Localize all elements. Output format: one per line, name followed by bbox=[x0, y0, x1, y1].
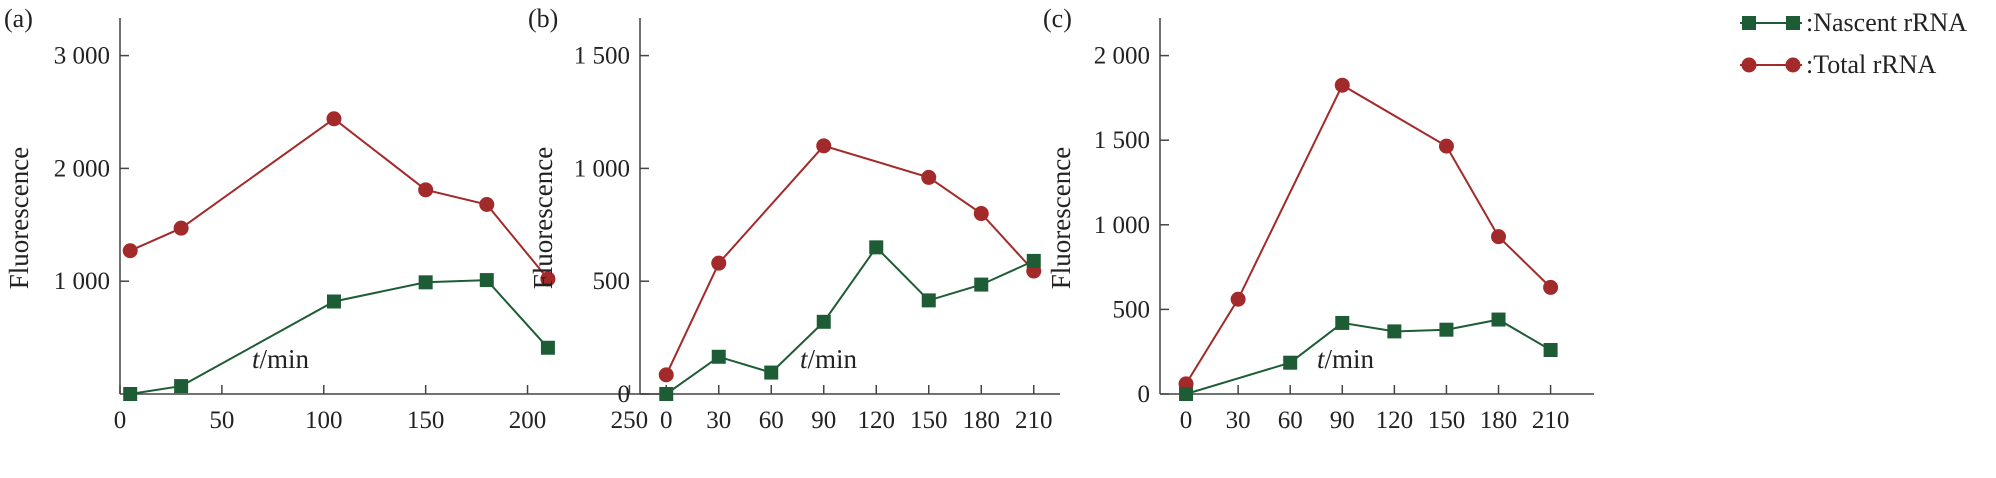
x-tick-label-b: 210 bbox=[1015, 407, 1053, 434]
data-point-total-a bbox=[326, 111, 342, 127]
x-tick-label-c: 0 bbox=[1180, 407, 1193, 434]
x-tick-label-c: 210 bbox=[1532, 407, 1570, 434]
data-point-nascent-a bbox=[174, 379, 189, 394]
data-point-total-a bbox=[173, 220, 189, 236]
x-tick-label-c: 90 bbox=[1330, 407, 1355, 434]
data-point-total-a bbox=[418, 182, 434, 198]
x-tick-label-b: 150 bbox=[910, 407, 948, 434]
data-point-nascent-c bbox=[1283, 355, 1298, 370]
y-tick-label-c: 1 000 bbox=[1094, 212, 1150, 239]
chart-panel-c: 0 500 1 000 1 500 2 000 0 30 60 90 120 150 180 210 bbox=[1094, 18, 1594, 434]
legend-item-total: :Total rRNA bbox=[1740, 44, 1967, 86]
data-point-nascent-c bbox=[1335, 315, 1350, 330]
series-line-total-c bbox=[1185, 83, 1552, 385]
y-tick-label-a: 1 000 bbox=[54, 268, 110, 295]
data-point-total-b bbox=[658, 367, 674, 383]
x-tick-label-b: 60 bbox=[759, 407, 784, 434]
series-line-total-a bbox=[129, 117, 549, 280]
data-point-nascent-b bbox=[816, 314, 831, 329]
x-tick-label-c: 30 bbox=[1226, 407, 1251, 434]
x-tick-label-b: 30 bbox=[706, 407, 731, 434]
data-point-nascent-b bbox=[764, 365, 779, 380]
x-tick-label-a: 50 bbox=[209, 407, 234, 434]
data-point-nascent-c bbox=[1387, 324, 1402, 339]
data-point-total-b bbox=[711, 255, 727, 271]
x-tick-label-c: 120 bbox=[1376, 407, 1414, 434]
data-point-total-b bbox=[973, 206, 989, 222]
x-tick-label-a: 250 bbox=[611, 407, 649, 434]
data-point-nascent-c bbox=[1179, 387, 1194, 401]
data-point-total-c bbox=[1543, 279, 1559, 295]
data-point-nascent-b bbox=[711, 349, 726, 364]
data-point-nascent-a bbox=[326, 294, 341, 309]
y-tick-label-c: 1 500 bbox=[1094, 127, 1150, 154]
data-point-total-c bbox=[1491, 229, 1507, 245]
y-tick-label-a: 2 000 bbox=[54, 155, 110, 182]
y-tick-label-b: 1 500 bbox=[574, 43, 630, 70]
data-point-total-a bbox=[122, 243, 138, 259]
panel-label-b: (b) bbox=[528, 4, 559, 33]
data-point-nascent-a bbox=[540, 340, 555, 355]
data-point-nascent-b bbox=[869, 240, 884, 255]
series-line-nascent-b bbox=[665, 245, 1035, 395]
x-tick-label-b: 90 bbox=[811, 407, 836, 434]
x-tick-label-c: 180 bbox=[1480, 407, 1518, 434]
y-tick-label-c: 500 bbox=[1113, 296, 1151, 323]
x-tick-label-c: 60 bbox=[1278, 407, 1303, 434]
y-tick-label-b: 1 000 bbox=[574, 155, 630, 182]
x-tick-label-b: 120 bbox=[858, 407, 896, 434]
panel-label-c: (c) bbox=[1043, 4, 1072, 33]
chart-panel-a: 1 000 2 000 3 000 0 50 100 150 200 250 bbox=[54, 18, 660, 434]
data-point-nascent-b bbox=[1026, 253, 1041, 268]
y-tick-label-b: 500 bbox=[593, 268, 631, 295]
legend-item-nascent: :Nascent rRNA bbox=[1740, 2, 1967, 44]
data-point-total-c bbox=[1438, 138, 1454, 154]
x-axis-label-b: t/min bbox=[800, 344, 858, 374]
data-point-nascent-a bbox=[123, 387, 138, 401]
y-tick-label-b: 0 bbox=[618, 381, 631, 408]
series-line-nascent-a bbox=[130, 279, 549, 395]
data-point-nascent-a bbox=[418, 275, 433, 290]
data-point-nascent-b bbox=[974, 277, 989, 292]
data-point-nascent-c bbox=[1543, 343, 1558, 358]
x-axis-label-c: t/min bbox=[1317, 344, 1375, 374]
legend-swatch-total bbox=[1740, 57, 1802, 73]
x-tick-label-b: 0 bbox=[660, 407, 673, 434]
x-tick-label-b: 180 bbox=[963, 407, 1001, 434]
data-point-nascent-b bbox=[921, 293, 936, 308]
y-tick-label-c: 0 bbox=[1138, 381, 1151, 408]
panel-label-a: (a) bbox=[4, 4, 33, 33]
legend-label-total: :Total rRNA bbox=[1806, 50, 1937, 79]
data-point-total-c bbox=[1230, 291, 1246, 307]
data-point-total-b bbox=[816, 138, 832, 154]
data-point-nascent-c bbox=[1491, 312, 1506, 327]
legend-swatch-nascent bbox=[1740, 16, 1802, 30]
data-point-total-c bbox=[1334, 77, 1350, 93]
legend-label-nascent: :Nascent rRNA bbox=[1806, 8, 1968, 37]
x-tick-label-a: 150 bbox=[407, 407, 445, 434]
data-point-nascent-a bbox=[479, 273, 494, 288]
y-tick-label-a: 3 000 bbox=[54, 43, 110, 70]
x-tick-label-a: 0 bbox=[114, 407, 127, 434]
x-axis-label-a: t/min bbox=[252, 344, 310, 374]
data-point-nascent-b bbox=[659, 387, 674, 401]
x-tick-label-a: 100 bbox=[305, 407, 343, 434]
series-line-total-b bbox=[665, 144, 1035, 376]
data-point-total-a bbox=[540, 271, 556, 287]
chart-panel-b: 0 500 1 000 1 500 0 30 60 90 120 150 180 210 bbox=[574, 18, 1060, 434]
data-point-total-b bbox=[921, 169, 937, 185]
x-tick-label-c: 150 bbox=[1428, 407, 1466, 434]
legend: :Nascent rRNA :Total rRNA bbox=[1740, 2, 1967, 86]
data-point-total-a bbox=[479, 196, 495, 212]
data-point-nascent-c bbox=[1439, 322, 1454, 337]
x-tick-label-a: 200 bbox=[509, 407, 547, 434]
y-tick-label-c: 2 000 bbox=[1094, 43, 1150, 70]
